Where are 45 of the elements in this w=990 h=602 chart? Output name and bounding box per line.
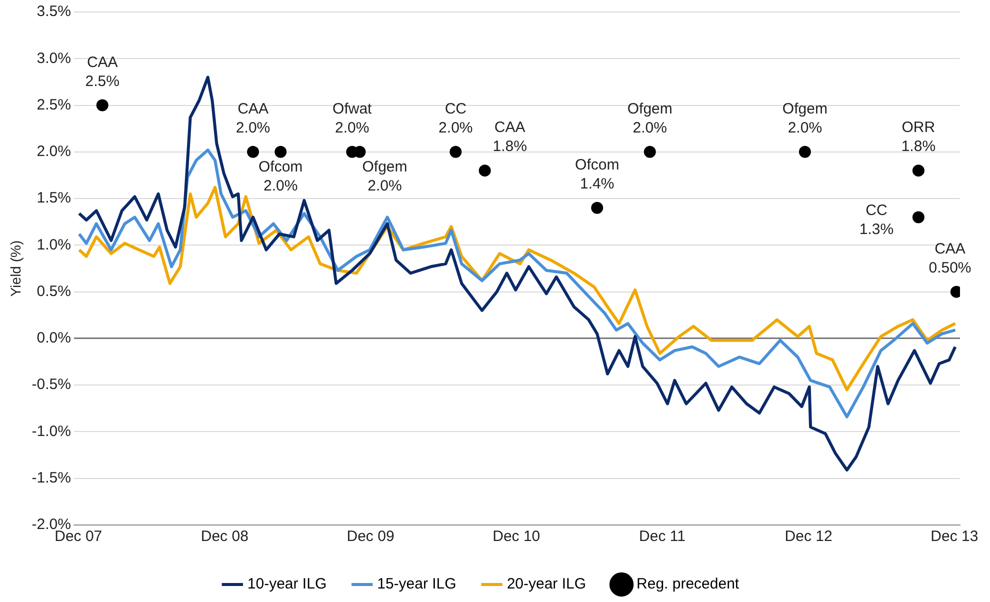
y-tick-label: 2.5% [36,96,71,114]
y-tick-label: 0.5% [36,282,71,300]
legend-label: 10-year ILG [247,576,327,593]
annotation: CAA 1.8% [492,119,527,156]
annotation: CAA 2.5% [85,54,120,90]
annotation: ORR 1.8% [901,119,936,156]
annotation: Ofgem 2.0% [782,100,828,137]
y-tick-label: 2.0% [36,143,71,160]
point [912,164,924,177]
point [798,146,811,158]
x-tick-label: Dec 12 [784,528,832,546]
annotation: Ofgem 2.0% [362,158,408,195]
annotation: CAA 0.50% [928,240,972,276]
x-tick-label: Dec 13 [930,528,978,546]
y-tick-label: 0.0% [36,330,71,347]
y-tick-label: 3.5% [36,3,71,20]
annotation: Ofcom 2.0% [258,158,303,195]
point [644,146,656,158]
x-tick-label: Dec 09 [346,528,394,546]
y-tick-label: -0.5% [32,376,71,394]
annotation: CAA 2.0% [236,100,270,137]
annotation: Ofcom 1.4% [575,156,620,193]
point [274,146,287,158]
point [478,164,491,177]
annotation: CC 2.0% [438,100,473,137]
x-tick-label: Dec 11 [639,528,686,546]
annotation: CC 1.3% [859,202,894,238]
x-tick-label: Dec 08 [200,528,248,546]
y-tick-label: 3.0% [36,50,71,67]
y-tick-label: 1.5% [36,190,71,207]
x-tick-label: Dec 10 [492,528,540,546]
y-tick-label: -1.5% [32,470,71,487]
annotation: Ofwat 2.0% [332,100,373,137]
y-tick-label: 1.0% [36,236,71,254]
legend-label: 20-year ILG [506,576,586,593]
legend-label: Reg. precedent [636,576,740,593]
point [450,146,462,158]
legend-label: 15-year ILG [377,576,456,593]
y-axis-title: Yield (%) [7,240,24,297]
point [912,211,924,224]
point [247,146,260,158]
point [96,99,108,112]
annotation: Ofgem 2.0% [627,100,672,137]
y-tick-label: -1.0% [32,422,71,440]
point [591,202,604,214]
